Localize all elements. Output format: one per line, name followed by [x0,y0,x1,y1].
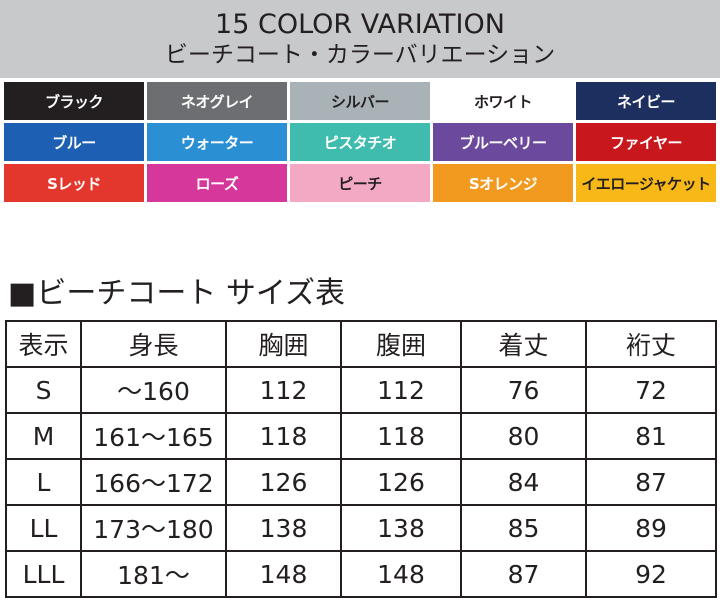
cell: 112 [340,366,462,414]
cell: 173～180 [80,504,227,552]
color-swatch: シルバー [290,82,430,120]
cell: 148 [225,550,342,598]
color-swatch: ウォーター [147,123,287,161]
color-swatch: ネオグレイ [147,82,287,120]
header-cell: 身長 [80,320,227,368]
color-swatch: ホワイト [433,82,573,120]
row: LLL 181～ 148 148 87 92 [5,550,717,598]
cell: L [5,458,82,506]
cell: 89 [585,504,717,552]
cell: LL [5,504,82,552]
cell: 85 [460,504,587,552]
cell: 126 [340,458,462,506]
cell: M [5,412,82,460]
header-cell: 裄丈 [585,320,717,368]
cell: 118 [340,412,462,460]
cell: 72 [585,366,717,414]
row: S ～160 112 112 76 72 [5,366,717,414]
color-swatch: ローズ [147,164,287,202]
cell: 148 [340,550,462,598]
color-swatch: ブルーベリー [433,123,573,161]
cell: ～160 [80,366,227,414]
cell: 126 [225,458,342,506]
cell: 80 [460,412,587,460]
color-swatch: ネイビー [576,82,716,120]
color-swatch: ピスタチオ [290,123,430,161]
color-swatch: Sレッド [4,164,144,202]
header-cell: 表示 [5,320,82,368]
cell: 81 [585,412,717,460]
cell: 92 [585,550,717,598]
header-cell: 腹囲 [340,320,462,368]
color-swatch: Sオレンジ [433,164,573,202]
header-cell: 胸囲 [225,320,342,368]
row: LL 173～180 138 138 85 89 [5,504,717,552]
cell: 181～ [80,550,227,598]
table-title: ■ビーチコート サイズ表 [8,276,345,311]
cell: 87 [460,550,587,598]
color-swatch: イエロージャケット [576,164,716,202]
cell: 118 [225,412,342,460]
color-swatch: ブルー [4,123,144,161]
banner: 15 COLOR VARIATION ビーチコート・カラーバリエーション [0,0,720,78]
header-row: 表示 身長 胸囲 腹囲 着丈 裄丈 [5,320,717,368]
cell: 138 [225,504,342,552]
cell: 138 [340,504,462,552]
row: M 161～165 118 118 80 81 [5,412,717,460]
cell: S [5,366,82,414]
cell: 166～172 [80,458,227,506]
subtitle: ビーチコート・カラーバリエーション [164,42,556,68]
color-grid: ブラック ネオグレイ シルバー ホワイト ネイビーブルー ウォーター ピスタチオ ブルーベリー… [4,82,716,202]
color-swatch: ブラック [4,82,144,120]
cell: 161～165 [80,412,227,460]
size-table: 表示 身長 胸囲 腹囲 着丈 裄丈 S ～160 112 112 76 72 M 161～165 118 11… [5,320,717,598]
color-swatch: ファイヤー [576,123,716,161]
title: 15 COLOR VARIATION [215,9,505,40]
cell: 112 [225,366,342,414]
cell: 76 [460,366,587,414]
header-cell: 着丈 [460,320,587,368]
cell: LLL [5,550,82,598]
cell: 87 [585,458,717,506]
color-swatch: ピーチ [290,164,430,202]
cell: 84 [460,458,587,506]
row: L 166～172 126 126 84 87 [5,458,717,506]
